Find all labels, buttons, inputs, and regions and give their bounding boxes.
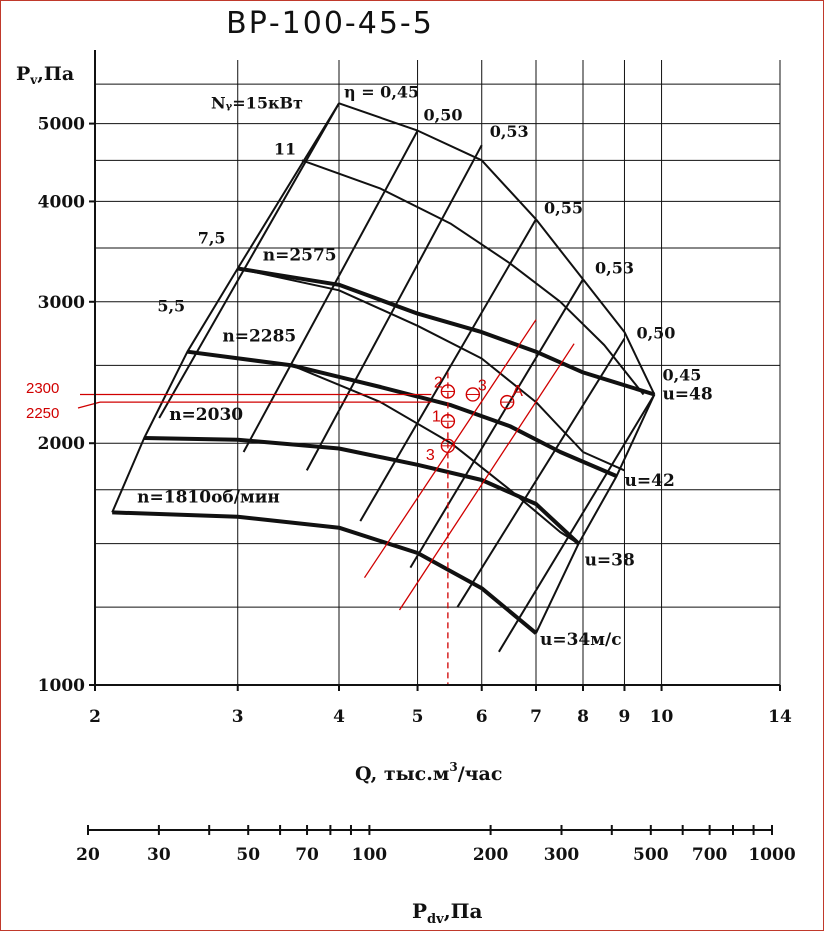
power-label: 7,5 [198,229,226,248]
efficiency-label: 0,50 [636,324,675,343]
tip-speed-label: u=38 [585,551,635,571]
y-axis-label-unit: ,Па [37,63,74,85]
ref-level-leader [77,401,101,409]
speed-curve [112,510,538,635]
tip-speed-label: u=42 [625,471,675,491]
efficiency-ray [359,218,537,522]
curve-labels: n=2575 n=2285 n=2030 n=1810об/мин η = 0,45 0,… [137,82,713,650]
x-tick-label: 9 [619,707,631,727]
speed-label: n=1810об/мин [137,487,280,507]
x-tick-label: 6 [476,707,488,727]
efficiency-label: η = 0,45 [344,82,419,101]
ref-level-label: 2250 [26,405,59,422]
y-axis-label: Pv,Па [16,63,74,87]
speed-label: n=2030 [169,405,243,425]
speed-curves [112,266,655,635]
speed-label: n=2285 [222,327,296,347]
dyn-tick-label: 30 [147,845,171,865]
upper-left-boundary [236,102,340,270]
tip-speed-label: u=34м/с [540,630,622,650]
y-axis-label-sub: v [29,73,38,87]
axes: 2 3 4 5 6 7 8 9 10 14 1000 2000 3000 4000 5000 20 30 50 70… [38,50,796,865]
dyn-tick-label: 300 [544,845,580,865]
efficiency-ray [456,337,626,608]
dyn-tick-label: 200 [473,845,509,865]
x-tick-label: 7 [530,707,542,727]
efficiency-label: 0,45 [662,365,701,384]
y-tick-label: 5000 [38,115,85,135]
x-tick-label: 14 [768,707,792,727]
efficiency-rays [158,102,656,653]
network-line [398,343,575,611]
op-point-label: A [512,383,523,400]
dyn-axis-label-unit: ,Па [444,899,483,923]
power-label: 5,5 [157,297,185,316]
power-curve [237,267,625,472]
x-tick-label: 10 [650,707,674,727]
speed-curve [187,349,618,478]
dyn-tick-label: 50 [236,845,260,865]
y-tick-label: 3000 [38,293,85,313]
annotations: 2300 2250 1 2 3 3 A [26,319,575,685]
dyn-axis-label-main: P [412,899,427,923]
dyn-tick-label: 1000 [748,845,795,865]
power-label: 11 [274,139,296,158]
x-tick-label: 8 [577,707,589,727]
dyn-axis-label-sub: dv [427,912,444,927]
power-label: Nᵧ=15кВт [211,93,303,112]
x-axis-label-sup: 3 [449,760,457,774]
y-tick-label: 4000 [38,192,85,212]
y-tick-label: 2000 [38,434,85,454]
power-curve [338,102,656,395]
speed-curve [144,436,580,546]
ref-level-label: 2300 [26,380,59,397]
tip-speed-label: u=48 [662,384,712,404]
x-axis-label: Q, тыс.м3/час [355,760,502,785]
dyn-tick-label: 70 [295,845,319,865]
dyn-tick-label: 700 [692,845,728,865]
efficiency-ray [305,144,483,471]
x-tick-label: 5 [412,707,424,727]
dyn-tick-label: 100 [352,845,388,865]
efficiency-ray [242,130,419,453]
y-tick-label: 1000 [38,676,85,696]
efficiency-label: 0,50 [424,106,463,125]
op-point-label: 3 [426,447,435,464]
x-tick-label: 2 [89,707,101,727]
efficiency-label: 0,53 [595,258,634,277]
power-curve [301,159,645,396]
y-axis-label-main: P [16,63,30,85]
op-point-label: 2 [434,374,443,391]
op-point-label: 1 [432,408,441,425]
x-tick-label: 3 [232,707,244,727]
x-tick-label: 4 [333,707,345,727]
chart-title: ВР-100-45-5 [226,6,434,41]
right-boundary [535,394,656,634]
x-axis-label-main: Q, тыс.м [355,763,449,785]
op-point-label: 3 [478,377,487,394]
speed-curve [237,266,655,397]
efficiency-ray [158,102,340,419]
efficiency-ray [498,393,656,653]
dyn-tick-label: 500 [633,845,669,865]
dyn-axis-label: Pdv,Па [412,899,483,927]
grid [94,60,781,686]
network-line [363,319,537,579]
x-axis-label-unit: /час [458,763,503,785]
efficiency-label: 0,55 [544,198,583,217]
efficiency-label: 0,53 [490,122,529,141]
speed-label: n=2575 [263,246,337,266]
dyn-tick-label: 20 [76,845,100,865]
